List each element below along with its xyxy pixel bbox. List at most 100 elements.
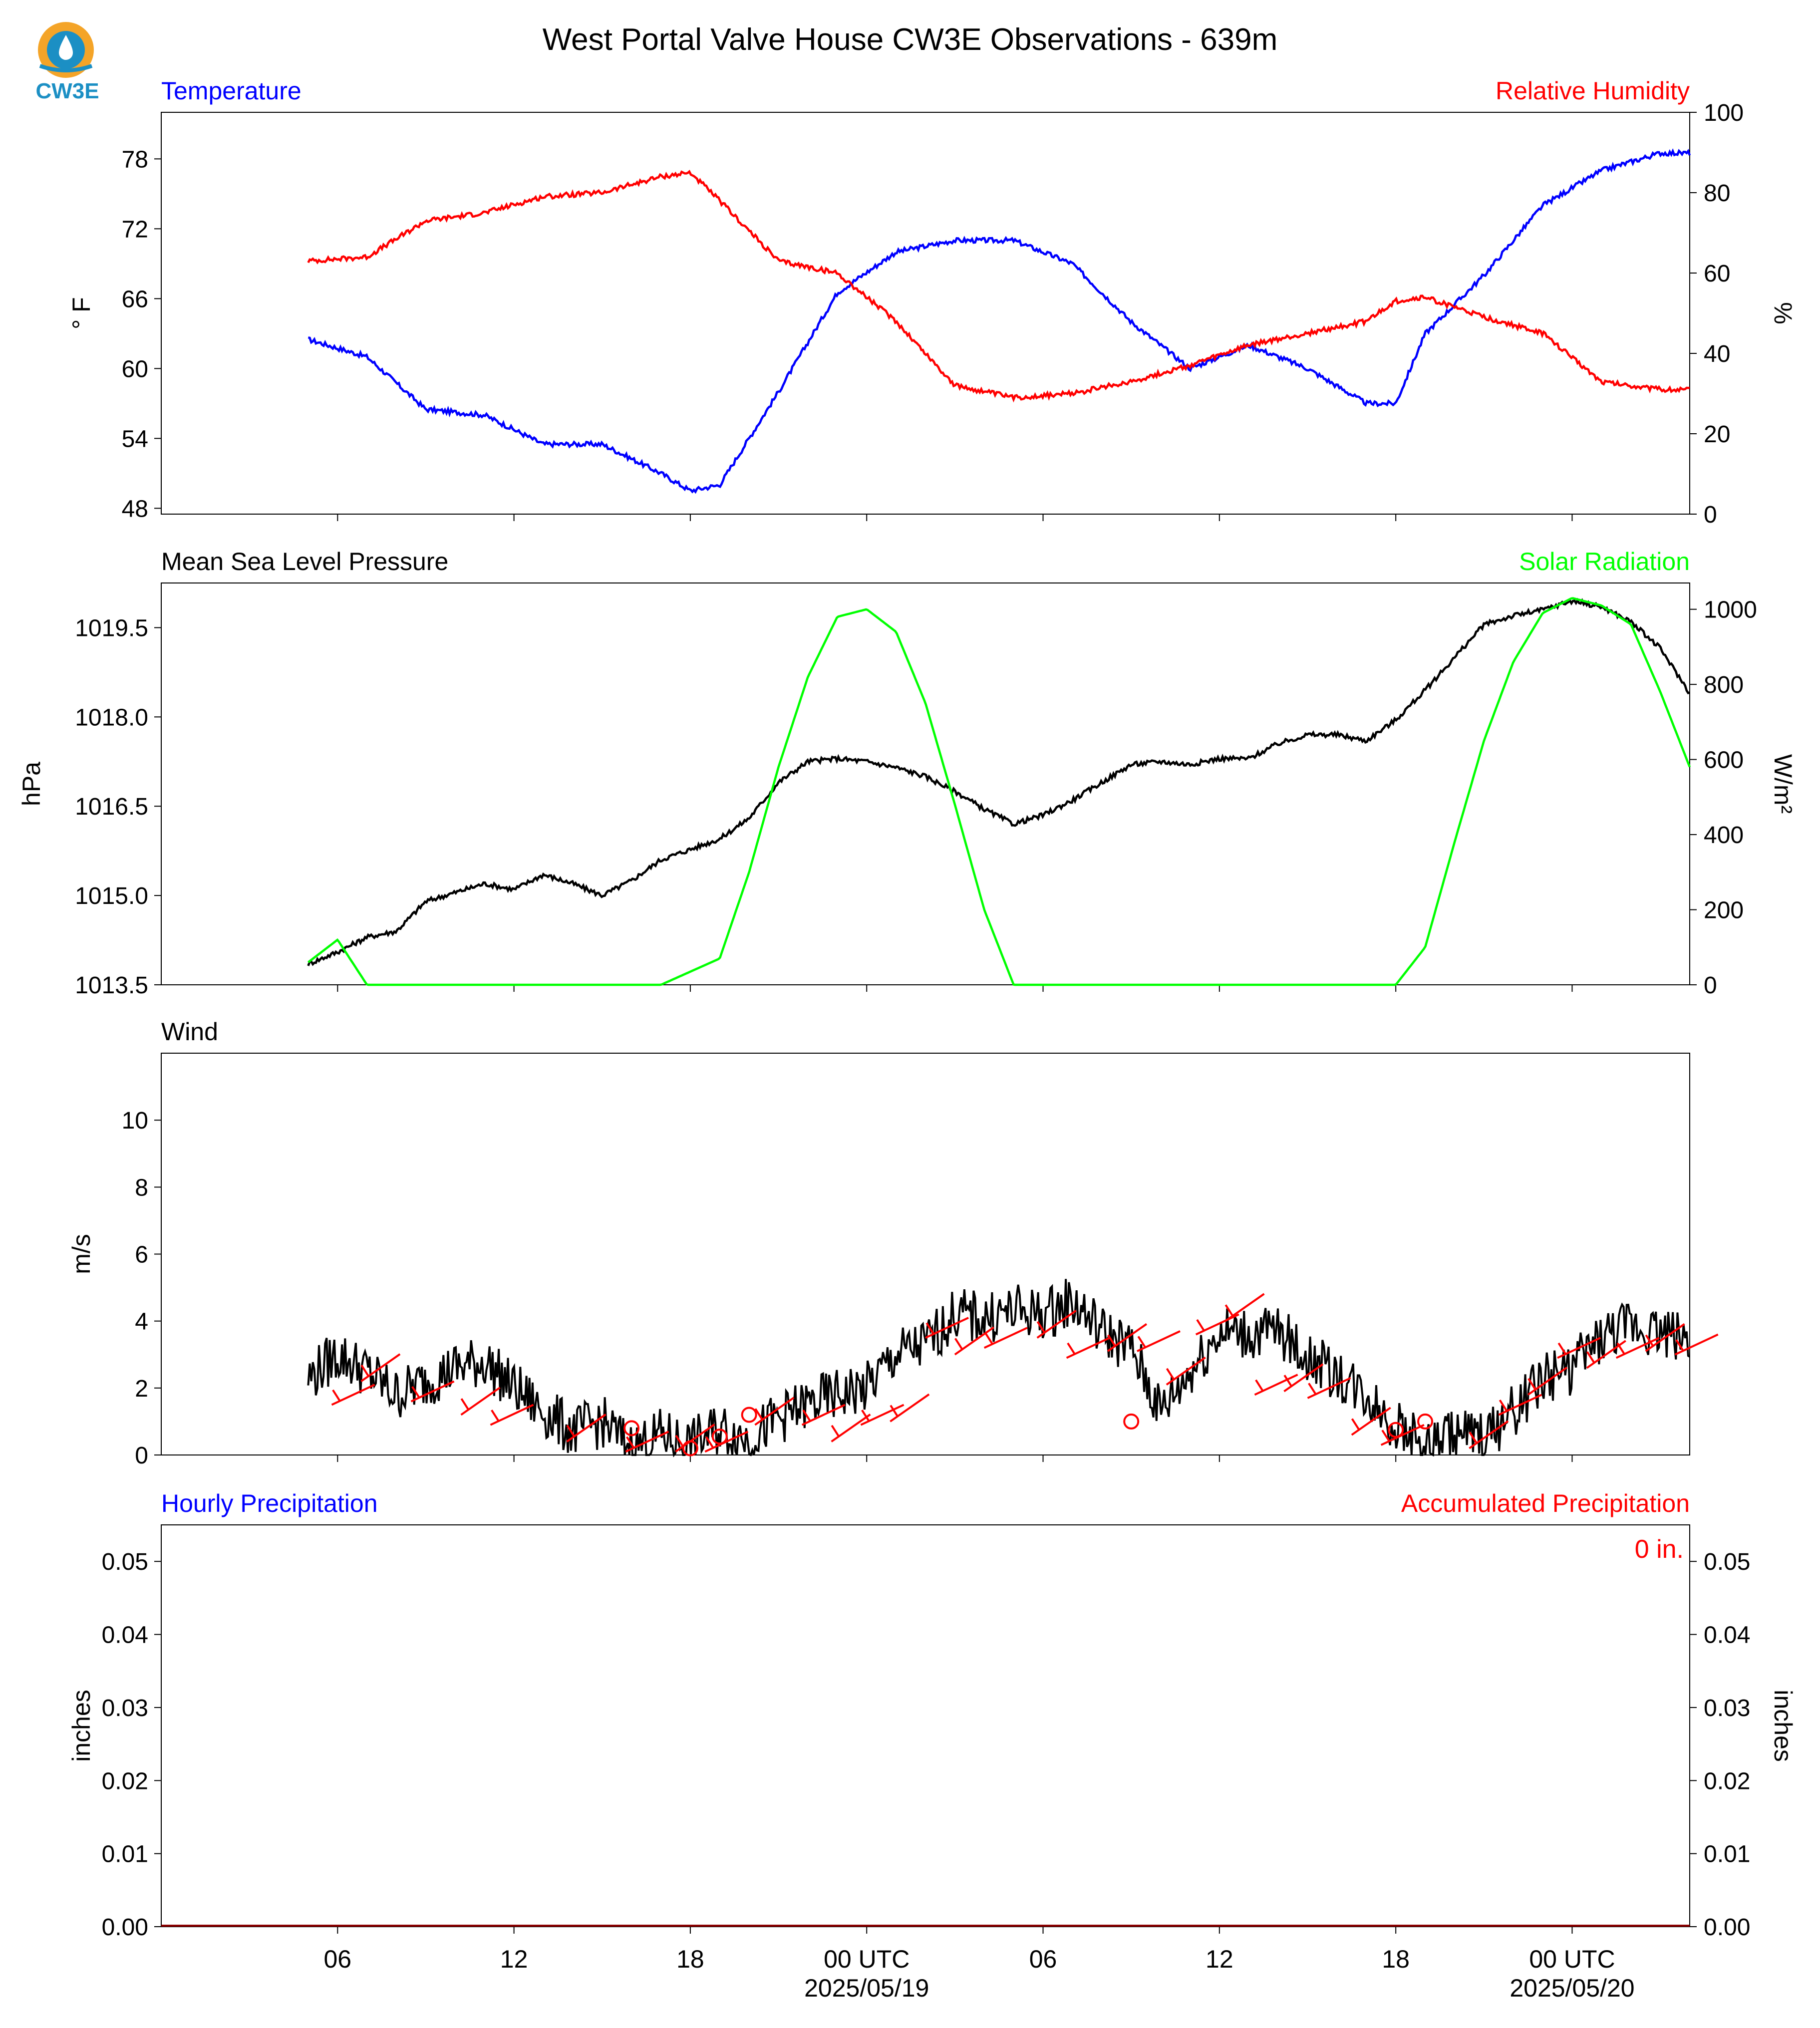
wind-barb-flag (1196, 1319, 1205, 1331)
x-tick-label: 06 (323, 1945, 351, 1973)
wind-barb-flag (1308, 1383, 1317, 1395)
x-tick-label: 00 UTC (824, 1945, 910, 1973)
x-tick-label: 06 (1029, 1945, 1057, 1973)
x-tick-label: 12 (500, 1945, 528, 1973)
y-tick-label-right: 0.02 (1704, 1768, 1750, 1794)
x-tick-label: 12 (1206, 1945, 1233, 1973)
accumulated-total-label: 0 in. (1635, 1535, 1684, 1564)
wind-barb (1527, 1367, 1568, 1396)
wind-barb (801, 1404, 846, 1426)
wind-barb-flag (1166, 1368, 1175, 1380)
y-axis-label: hPa (17, 762, 45, 806)
y-tick-label: 1013.5 (75, 972, 148, 999)
y-axis-label: ° F (67, 297, 95, 329)
panel-title-left: Hourly Precipitation (161, 1489, 378, 1517)
y-tick-label-right: 0.01 (1704, 1841, 1750, 1868)
y-tick-label: 0.05 (102, 1549, 148, 1575)
wind-barb-flag (1586, 1351, 1595, 1364)
panel-title-left: Mean Sea Level Pressure (161, 548, 448, 576)
panel-wind: Wind 0 2 4 6 8 10 m/s (67, 1018, 1719, 1469)
series-line-temperature (307, 148, 1691, 494)
y-tick-label-right: 1000 (1704, 597, 1757, 623)
y-tick-label: 66 (122, 286, 148, 312)
wind-barb (890, 1393, 930, 1423)
wind-barb-flag (1224, 1304, 1234, 1317)
plot-frame (161, 112, 1690, 515)
wind-barb (490, 1404, 534, 1426)
wind-barb-flag (1137, 1336, 1146, 1348)
wind-barb (1351, 1407, 1391, 1436)
y-tick-label: 1015.0 (75, 883, 148, 909)
y-tick-label-right: 600 (1704, 747, 1744, 774)
wind-barb (1469, 1420, 1509, 1449)
y-tick-label: 78 (122, 146, 148, 173)
chart-panels: Temperature Relative Humidity485460667278… (17, 77, 1797, 2002)
calm-wind-circle (1417, 1413, 1434, 1430)
calm-wind-circle (1388, 1422, 1404, 1438)
wind-barb (1498, 1394, 1542, 1416)
plot-frame (161, 1524, 1690, 1927)
wind-barb-flag (1499, 1399, 1508, 1412)
wind-barb (1066, 1337, 1110, 1359)
wind-barb-flag (1527, 1378, 1536, 1390)
wind-barb-flag (890, 1405, 899, 1417)
wind-barb-flag (1557, 1342, 1567, 1355)
wind-barb-flag (1469, 1432, 1478, 1444)
wind-barb (754, 1397, 795, 1426)
calm-wind-circle (682, 1440, 698, 1456)
logo-text: CW3E (35, 79, 99, 103)
wind-barb-flag (1107, 1334, 1116, 1347)
y-tick-label: 0.00 (102, 1914, 148, 1941)
y-tick-label: 8 (135, 1174, 148, 1201)
panel-precipitation: Hourly Precipitation Accumulated Precipit… (67, 1489, 1797, 2002)
y-tick-label: 4 (135, 1309, 148, 1335)
wind-barb-flag (1616, 1342, 1625, 1355)
wind-barb (1036, 1310, 1077, 1339)
wind-barb-flag (566, 1425, 576, 1437)
calm-wind-circle (741, 1407, 757, 1423)
y-tick-label-right: 0 (1704, 502, 1717, 528)
wind-barb-flag (1036, 1321, 1046, 1333)
y-tick-label-right: 40 (1704, 341, 1730, 367)
y-tick-label-right: 0.00 (1704, 1914, 1750, 1941)
wind-barb (1557, 1337, 1601, 1359)
y-tick-label: 0.01 (102, 1841, 148, 1868)
y-tick-label-right: 60 (1704, 261, 1730, 287)
series-line-wind (307, 1279, 1690, 1457)
y-tick-label: 0.03 (102, 1695, 148, 1722)
y-tick-label: 10 (122, 1108, 148, 1134)
wind-barb-flag (360, 1365, 369, 1377)
y-tick-label: 1018.0 (75, 704, 148, 731)
y-tick-label: 0.02 (102, 1768, 148, 1794)
wind-barb-flag (754, 1408, 763, 1421)
panel-title-right: Solar Radiation (1519, 548, 1690, 576)
series-line-mean-sea-level-pressure (307, 597, 1690, 966)
y-axis-label-right: inches (1769, 1690, 1797, 1762)
wind-barb-flag (1645, 1334, 1654, 1347)
y-tick-label-right: 20 (1704, 421, 1730, 448)
calm-wind-circle (1123, 1413, 1140, 1430)
y-tick-label-right: 800 (1704, 672, 1744, 698)
wind-barb (954, 1326, 994, 1356)
wind-barb-flag (954, 1338, 963, 1350)
y-tick-label: 2 (135, 1376, 148, 1402)
wind-barb (1166, 1356, 1206, 1386)
calm-wind-circle (623, 1420, 640, 1437)
y-tick-label: 0 (135, 1443, 148, 1469)
wind-barb (331, 1384, 375, 1406)
y-tick-label-right: 0.04 (1704, 1622, 1750, 1649)
plot-frame (161, 582, 1690, 985)
wind-barb-flag (1351, 1418, 1360, 1431)
wind-barb (566, 1414, 607, 1443)
y-tick-label-right: 0.05 (1704, 1549, 1750, 1575)
calm-wind-circle (711, 1429, 728, 1445)
cw3e-water-drop-logo-icon (38, 22, 94, 78)
y-axis-label: inches (67, 1690, 95, 1762)
wind-barb (983, 1327, 1028, 1349)
wind-barb (1254, 1374, 1298, 1396)
y-tick-label: 1016.5 (75, 794, 148, 820)
y-tick-label-right: 200 (1704, 897, 1744, 924)
y-tick-label: 6 (135, 1242, 148, 1268)
wind-barb (625, 1431, 669, 1453)
